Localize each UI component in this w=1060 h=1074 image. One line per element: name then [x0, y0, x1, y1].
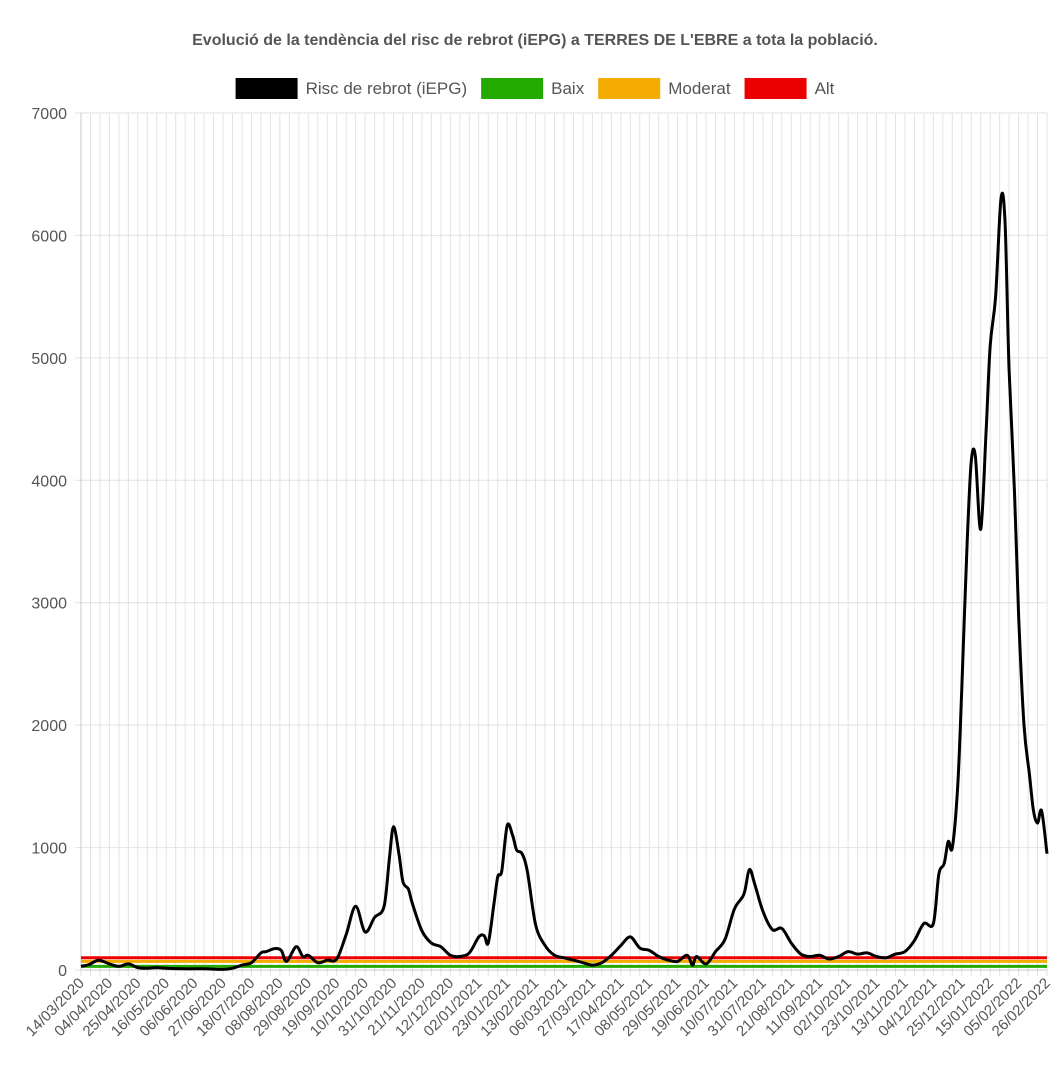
series-line-iepg	[80, 191, 1049, 971]
y-tick-label: 4000	[31, 473, 67, 490]
legend-swatch	[481, 78, 544, 99]
x-axis: 14/03/202004/04/202025/04/202016/05/2020…	[23, 975, 1054, 1040]
legend-swatch	[235, 78, 298, 99]
legend-swatch	[598, 78, 661, 99]
legend-swatch	[744, 78, 807, 99]
legend-label: Moderat	[668, 79, 731, 98]
y-axis: 0 1000 2000 3000 4000 5000 6000 7000	[31, 106, 67, 980]
legend: Risc de rebrot (iEPG) Baix Moderat Alt	[235, 78, 835, 99]
series-lines	[80, 191, 1049, 971]
legend-label: Baix	[551, 79, 585, 98]
y-tick-label: 5000	[31, 351, 67, 368]
y-tick-label: 3000	[31, 596, 67, 613]
legend-label: Risc de rebrot (iEPG)	[306, 79, 468, 98]
y-tick-label: 2000	[31, 718, 67, 735]
chart-title: Evolució de la tendència del risc de reb…	[192, 32, 878, 49]
grid	[75, 112, 1048, 976]
y-tick-label: 0	[58, 963, 67, 980]
y-tick-label: 1000	[31, 841, 67, 858]
y-tick-label: 6000	[31, 228, 67, 245]
legend-label: Alt	[815, 79, 835, 98]
y-tick-label: 7000	[31, 106, 67, 123]
